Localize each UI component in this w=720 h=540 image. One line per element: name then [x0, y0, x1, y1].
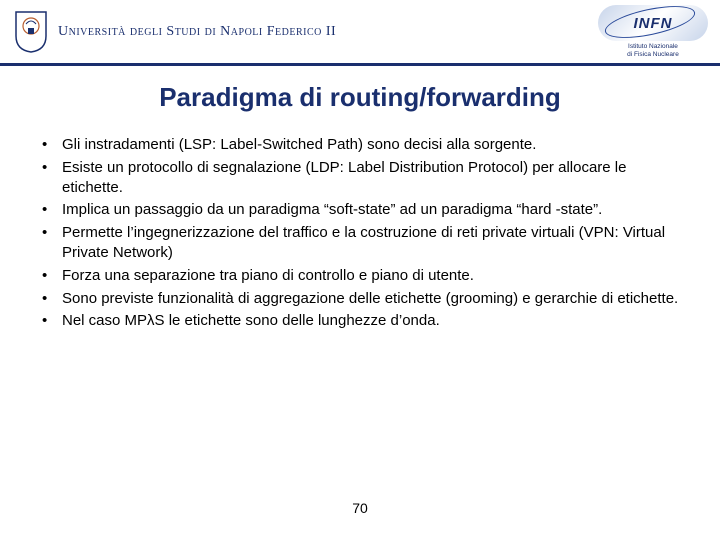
- university-name: UNIVERSITÀ DEGLI STUDI DI NAPOLI FEDERIC…: [58, 24, 336, 40]
- page-number: 70: [0, 500, 720, 516]
- slide-title: Paradigma di routing/forwarding: [0, 82, 720, 113]
- bullet-list: Gli instradamenti (LSP: Label-Switched P…: [36, 135, 684, 331]
- bullet-item: Forza una separazione tra piano di contr…: [36, 266, 684, 286]
- bullet-item: Implica un passaggio da un paradigma “so…: [36, 200, 684, 220]
- bullet-item: Permette l’ingegnerizzazione del traffic…: [36, 223, 684, 263]
- slide-content: Gli instradamenti (LSP: Label-Switched P…: [0, 113, 720, 331]
- bullet-item: Nel caso MPλS le etichette sono delle lu…: [36, 311, 684, 331]
- infn-logo-icon: INFN: [598, 5, 708, 41]
- infn-logo-text: INFN: [634, 15, 673, 32]
- infn-block: INFN Istituto Nazionale di Fisica Nuclea…: [598, 5, 708, 57]
- header-bar: UNIVERSITÀ DEGLI STUDI DI NAPOLI FEDERIC…: [0, 0, 720, 66]
- university-crest-icon: [12, 10, 50, 54]
- infn-subtitle: Istituto Nazionale di Fisica Nucleare: [627, 43, 679, 57]
- bullet-item: Gli instradamenti (LSP: Label-Switched P…: [36, 135, 684, 155]
- bullet-item: Esiste un protocollo di segnalazione (LD…: [36, 158, 684, 198]
- bullet-item: Sono previste funzionalità di aggregazio…: [36, 289, 684, 309]
- university-block: UNIVERSITÀ DEGLI STUDI DI NAPOLI FEDERIC…: [12, 10, 336, 54]
